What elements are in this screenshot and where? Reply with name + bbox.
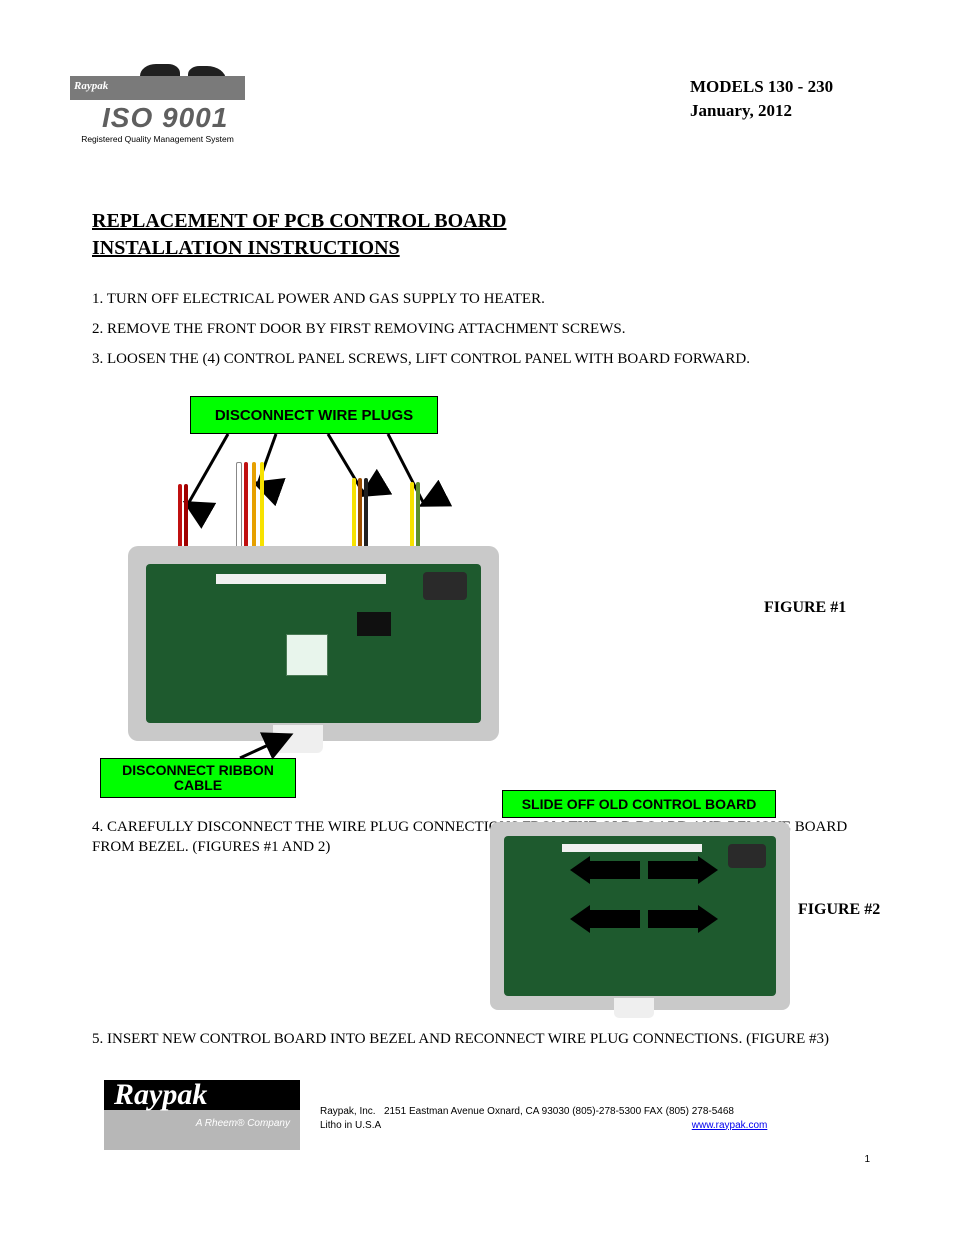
- iso-9001-subtitle: Registered Quality Management System: [70, 134, 245, 144]
- document-page: Raypak ISO 9001 Registered Quality Manag…: [0, 0, 954, 1235]
- figure-2-ribbon-cable: [614, 998, 654, 1018]
- figure-1-coil: [423, 572, 467, 600]
- title-line-2: INSTALLATION INSTRUCTIONS: [92, 235, 506, 262]
- callout-disconnect-plugs: DISCONNECT WIRE PLUGS: [190, 396, 438, 434]
- ribbon-arrow: [200, 730, 320, 770]
- document-title: REPLACEMENT OF PCB CONTROL BOARD INSTALL…: [92, 208, 506, 262]
- model-line: MODELS 130 - 230: [690, 75, 833, 99]
- arrow-bar: [590, 861, 640, 879]
- page-number: 1: [864, 1154, 870, 1165]
- figure-1-board: [128, 546, 499, 741]
- wire-red-3: [244, 462, 248, 558]
- footer-logo-sub: A Rheem® Company: [196, 1118, 290, 1129]
- figure-2-header-strip: [562, 844, 702, 852]
- footer-address-line: 2151 Eastman Avenue Oxnard, CA 93030 (80…: [384, 1106, 734, 1117]
- wire-green: [416, 482, 420, 548]
- step-3: 3. LOOSEN THE (4) CONTROL PANEL SCREWS, …: [92, 350, 882, 370]
- arrow-head-right-icon: [698, 905, 718, 933]
- step-2: 2. REMOVE THE FRONT DOOR BY FIRST REMOVI…: [92, 320, 882, 340]
- figure-1-relay: [357, 612, 391, 636]
- raypak-footer-logo: Raypak A Rheem® Company: [104, 1080, 300, 1150]
- figure-1-label: FIGURE #1: [764, 598, 846, 619]
- footer-url-link[interactable]: www.raypak.com: [692, 1120, 768, 1131]
- step-5: 5. INSERT NEW CONTROL BOARD INTO BEZEL A…: [92, 1030, 882, 1050]
- callout-slide-off: SLIDE OFF OLD CONTROL BOARD: [502, 790, 776, 818]
- arrow-head-left-icon: [570, 905, 590, 933]
- footer-logo-text: Raypak: [114, 1078, 207, 1112]
- title-line-1: REPLACEMENT OF PCB CONTROL BOARD: [92, 208, 506, 235]
- wire-yellow-3: [410, 482, 414, 548]
- iso-9001-text: ISO 9001: [102, 102, 228, 134]
- arrow-bar: [590, 910, 640, 928]
- figure-1-header-strip: [216, 574, 386, 584]
- slide-arrow-top: [570, 856, 718, 884]
- arrow-head-right-icon: [698, 856, 718, 884]
- figure-1-pcb: [146, 564, 481, 723]
- step-1: 1. TURN OFF ELECTRICAL POWER AND GAS SUP…: [92, 290, 882, 310]
- wire-brown-1: [358, 478, 362, 550]
- arrow-head-left-icon: [570, 856, 590, 884]
- raypak-small-label: Raypak: [74, 80, 108, 92]
- slide-arrow-bottom: [570, 905, 718, 933]
- wire-yellow-1: [260, 462, 264, 558]
- date-line: January, 2012: [690, 99, 833, 123]
- wire-yellow-2: [352, 478, 356, 550]
- footer-company: Raypak, Inc.: [320, 1106, 376, 1117]
- wire-black: [364, 478, 368, 550]
- arrow-bar: [648, 910, 698, 928]
- figure-2-coil: [728, 844, 766, 868]
- wire-orange: [252, 462, 256, 558]
- figure-1-chip: [286, 634, 328, 676]
- document-header-right: MODELS 130 - 230 January, 2012: [690, 75, 833, 123]
- figure-2-label: FIGURE #2: [798, 900, 880, 921]
- iso-9001-logo: Raypak ISO 9001 Registered Quality Manag…: [70, 58, 245, 146]
- arrow-bar: [648, 861, 698, 879]
- footer-litho: Litho in U.S.A: [320, 1120, 381, 1131]
- footer-address: Raypak, Inc. 2151 Eastman Avenue Oxnard,…: [320, 1105, 767, 1132]
